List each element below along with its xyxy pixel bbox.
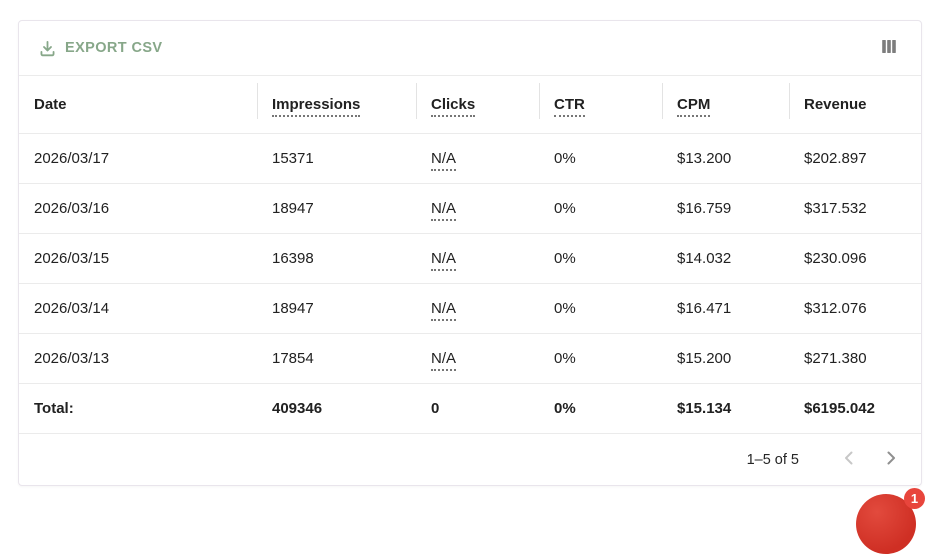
cell-revenue: $317.532 bbox=[789, 182, 921, 233]
download-icon bbox=[39, 40, 56, 57]
cell-ctr: 0% bbox=[539, 282, 662, 333]
chevron-right-icon bbox=[879, 446, 903, 473]
cell-ctr: 0% bbox=[539, 132, 662, 183]
table-row: 2026/03/13 17854 N/A 0% $15.200 $271.380 bbox=[19, 332, 921, 383]
cell-date: 2026/03/14 bbox=[19, 282, 257, 333]
table-row: 2026/03/17 15371 N/A 0% $13.200 $202.897 bbox=[19, 132, 921, 183]
cell-impressions: 15371 bbox=[257, 132, 416, 183]
cell-revenue: $230.096 bbox=[789, 232, 921, 283]
pagination-bar: 1–5 of 5 bbox=[19, 433, 921, 485]
col-header-revenue: Revenue bbox=[789, 76, 921, 133]
cell-impressions: 16398 bbox=[257, 232, 416, 283]
cell-impressions: 17854 bbox=[257, 332, 416, 383]
cell-date: 2026/03/17 bbox=[19, 132, 257, 183]
report-table: Date Impressions Clicks CTR CPM Revenue … bbox=[19, 76, 921, 433]
col-header-ctr[interactable]: CTR bbox=[539, 76, 662, 133]
col-header-impressions[interactable]: Impressions bbox=[257, 76, 416, 133]
cell-impressions: 18947 bbox=[257, 282, 416, 333]
cell-cpm: $16.759 bbox=[662, 182, 789, 233]
cell-clicks[interactable]: N/A bbox=[416, 132, 539, 183]
cell-ctr: 0% bbox=[539, 232, 662, 283]
columns-icon bbox=[881, 39, 897, 57]
cell-cpm: $13.200 bbox=[662, 132, 789, 183]
table-toolbar: EXPORT CSV bbox=[19, 21, 921, 76]
total-label: Total: bbox=[19, 382, 257, 433]
total-cpm: $15.134 bbox=[662, 382, 789, 433]
cell-cpm: $16.471 bbox=[662, 282, 789, 333]
chevron-left-icon bbox=[837, 446, 861, 473]
cell-date: 2026/03/13 bbox=[19, 332, 257, 383]
column-settings-button[interactable] bbox=[881, 39, 897, 57]
table-row: 2026/03/14 18947 N/A 0% $16.471 $312.076 bbox=[19, 282, 921, 333]
cell-cpm: $14.032 bbox=[662, 232, 789, 283]
cell-revenue: $202.897 bbox=[789, 132, 921, 183]
cell-ctr: 0% bbox=[539, 182, 662, 233]
header-row: Date Impressions Clicks CTR CPM Revenue bbox=[19, 76, 921, 133]
total-impressions: 409346 bbox=[257, 382, 416, 433]
cell-clicks[interactable]: N/A bbox=[416, 282, 539, 333]
table-row: 2026/03/16 18947 N/A 0% $16.759 $317.532 bbox=[19, 182, 921, 233]
cell-revenue: $271.380 bbox=[789, 332, 921, 383]
cell-revenue: $312.076 bbox=[789, 282, 921, 333]
col-header-date: Date bbox=[34, 95, 67, 113]
cell-clicks[interactable]: N/A bbox=[416, 232, 539, 283]
cell-impressions: 18947 bbox=[257, 182, 416, 233]
table-body: 2026/03/17 15371 N/A 0% $13.200 $202.897… bbox=[19, 132, 921, 383]
table-row: 2026/03/15 16398 N/A 0% $14.032 $230.096 bbox=[19, 232, 921, 283]
previous-page-button[interactable] bbox=[835, 446, 863, 474]
cell-cpm: $15.200 bbox=[662, 332, 789, 383]
pagination-range-label: 1–5 of 5 bbox=[746, 451, 799, 468]
cell-clicks[interactable]: N/A bbox=[416, 182, 539, 233]
col-header-clicks[interactable]: Clicks bbox=[416, 76, 539, 133]
report-table-card: EXPORT CSV Date Impressions bbox=[18, 20, 922, 486]
export-csv-button[interactable]: EXPORT CSV bbox=[39, 40, 162, 57]
cell-ctr: 0% bbox=[539, 332, 662, 383]
total-clicks: 0 bbox=[416, 382, 539, 433]
total-row: Total: 409346 0 0% $15.134 $6195.042 bbox=[19, 382, 921, 433]
total-ctr: 0% bbox=[539, 382, 662, 433]
cell-clicks[interactable]: N/A bbox=[416, 332, 539, 383]
total-revenue: $6195.042 bbox=[789, 382, 921, 433]
cell-date: 2026/03/15 bbox=[19, 232, 257, 283]
next-page-button[interactable] bbox=[877, 446, 905, 474]
export-csv-label: EXPORT CSV bbox=[65, 40, 163, 56]
col-header-cpm[interactable]: CPM bbox=[662, 76, 789, 133]
cell-date: 2026/03/16 bbox=[19, 182, 257, 233]
chat-notification-badge[interactable]: 1 bbox=[904, 488, 925, 509]
